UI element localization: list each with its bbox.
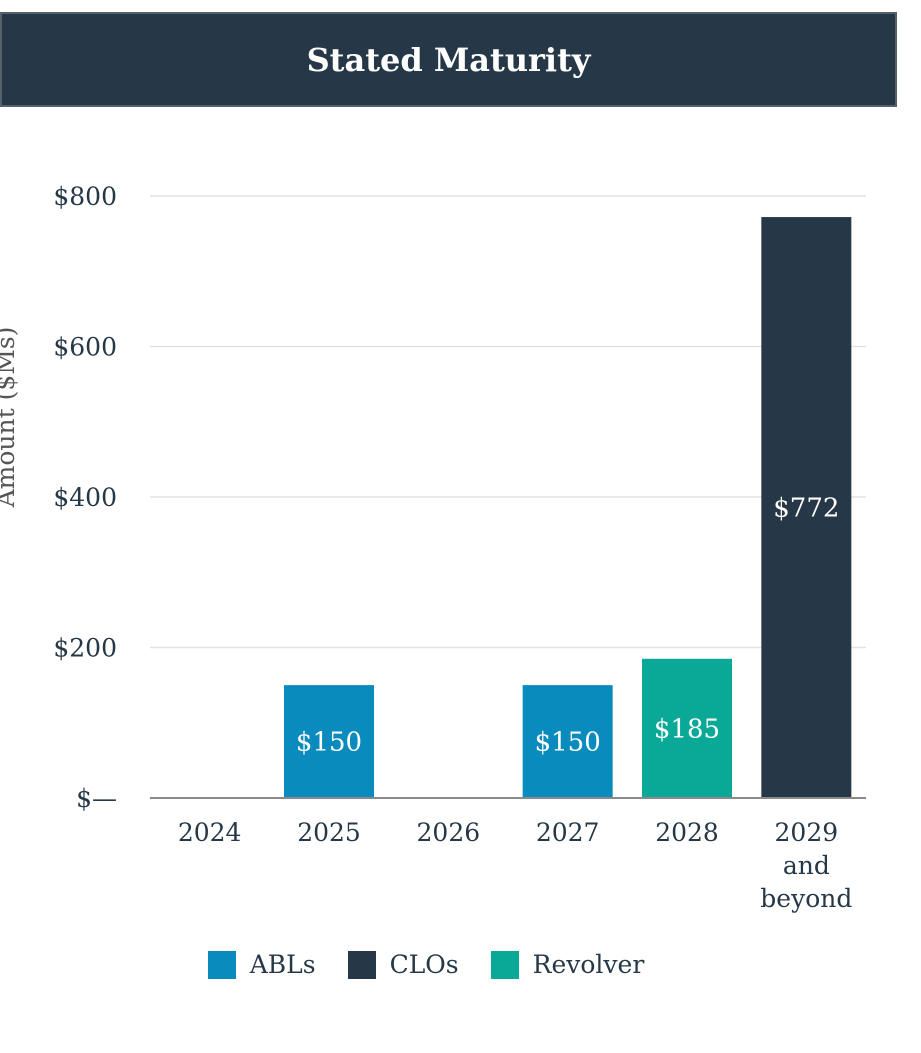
y-axis-title: Amount ($Ms): [0, 327, 20, 509]
bar-abls-2025: [284, 685, 374, 798]
x-tick-label: 2027: [536, 818, 600, 847]
x-tick-label: 2029: [775, 818, 839, 847]
x-tick-label: 2025: [297, 818, 361, 847]
y-tick-label: $—: [76, 784, 117, 813]
legend-item-abls: ABLs: [207, 950, 316, 979]
legend-item-clos: CLOs: [347, 950, 459, 979]
chart-legend: ABLs CLOs Revolver: [0, 950, 852, 979]
y-tick-label: $800: [53, 182, 117, 211]
x-tick-label: 2026: [417, 818, 481, 847]
bar-abls-2027: [522, 685, 613, 798]
data-label: $150: [535, 728, 601, 758]
data-label: $772: [773, 494, 839, 524]
y-tick-label: $400: [53, 483, 117, 512]
x-tick-label: and: [783, 851, 830, 880]
x-tick-label: 2024: [178, 818, 242, 847]
chart-title: Stated Maturity: [306, 40, 591, 79]
y-tick-label: $200: [53, 634, 117, 663]
bar-clos-2029: [761, 217, 852, 798]
chart-header: Stated Maturity: [0, 12, 897, 107]
legend-swatch: [490, 950, 519, 979]
data-label: $150: [296, 728, 362, 758]
legend-label: Revolver: [532, 950, 645, 979]
legend-item-revolver: Revolver: [490, 950, 645, 979]
y-tick-label: $600: [53, 333, 117, 362]
legend-swatch: [347, 950, 376, 979]
data-label: $185: [654, 714, 720, 744]
legend-swatch: [207, 950, 236, 979]
legend-label: CLOs: [389, 950, 459, 979]
x-tick-label: 2028: [655, 818, 719, 847]
x-tick-label: beyond: [760, 884, 852, 913]
bar-chart: $— $200 $400 $600 $800 Amount ($Ms) $150 $150 $1…: [0, 182, 866, 913]
legend-label: ABLs: [249, 950, 316, 979]
bar-revolver-2028: [642, 658, 732, 798]
